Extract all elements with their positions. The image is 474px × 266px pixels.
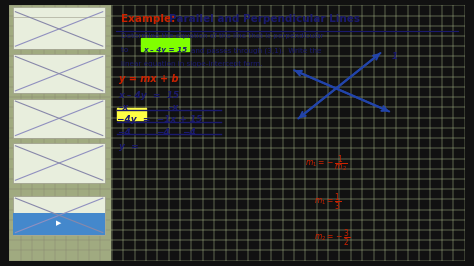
- Bar: [141, 38, 189, 51]
- Text: y = mx + b: y = mx + b: [118, 74, 178, 84]
- Text: $m_2 = -\dfrac{3}{2}$: $m_2 = -\dfrac{3}{2}$: [314, 227, 351, 248]
- Text: −4: −4: [156, 128, 170, 137]
- Text: −4: −4: [118, 128, 131, 137]
- Text: to: to: [121, 47, 133, 53]
- Bar: [13, 143, 105, 183]
- Text: $m_1 = -\dfrac{1}{m_2}$: $m_1 = -\dfrac{1}{m_2}$: [305, 153, 348, 173]
- Text: Determine the equation of the line that is perpendicular: Determine the equation of the line that …: [121, 33, 324, 39]
- Bar: [118, 108, 146, 120]
- Bar: [13, 7, 105, 17]
- Text: $m_1 = \dfrac{1}{3}$: $m_1 = \dfrac{1}{3}$: [314, 192, 342, 212]
- Text: 1: 1: [392, 52, 398, 61]
- Text: x – 4y = 15: x – 4y = 15: [143, 47, 187, 53]
- Text: Example:: Example:: [121, 14, 175, 24]
- Text: Parallel and Perpendicular Lines: Parallel and Perpendicular Lines: [169, 14, 360, 24]
- Text: ▶: ▶: [56, 220, 62, 226]
- Text: x – 4y  =  15: x – 4y = 15: [118, 91, 180, 100]
- Bar: [13, 54, 105, 93]
- Text: and passes through (3,1).  Write the: and passes through (3,1). Write the: [191, 47, 322, 54]
- Bar: [13, 98, 105, 138]
- Bar: [13, 213, 105, 235]
- Text: linear equation in slope-intercept form.: linear equation in slope-intercept form.: [121, 61, 262, 68]
- Text: –x: –x: [169, 103, 179, 112]
- Text: −4: −4: [182, 128, 196, 137]
- Text: –x: –x: [118, 103, 129, 112]
- Bar: [13, 9, 105, 49]
- Bar: [13, 196, 105, 235]
- Text: −4y  =  −1x + 15: −4y = −1x + 15: [118, 115, 203, 124]
- Bar: [9, 5, 109, 261]
- Text: y  =: y =: [118, 142, 138, 151]
